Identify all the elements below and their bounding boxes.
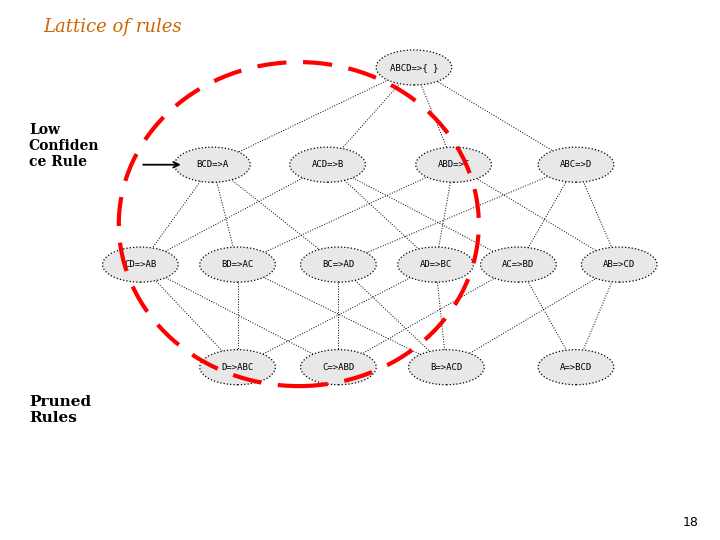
Text: AD=>BC: AD=>BC	[420, 260, 451, 269]
Ellipse shape	[376, 50, 452, 85]
Ellipse shape	[397, 247, 474, 282]
Ellipse shape	[539, 147, 613, 183]
Ellipse shape	[481, 247, 556, 282]
Ellipse shape	[289, 147, 366, 183]
Text: 18: 18	[683, 516, 698, 529]
Ellipse shape	[301, 247, 377, 282]
Ellipse shape	[103, 247, 179, 282]
Text: ABC=>D: ABC=>D	[560, 160, 592, 169]
Text: Pruned
Rules: Pruned Rules	[29, 395, 91, 426]
Text: ABD=>C: ABD=>C	[438, 160, 469, 169]
Text: BD=>AC: BD=>AC	[222, 260, 253, 269]
Text: ACD=>B: ACD=>B	[312, 160, 343, 169]
Text: ABCD=>{ }: ABCD=>{ }	[390, 63, 438, 72]
Text: BC=>AD: BC=>AD	[323, 260, 354, 269]
Text: CD=>AB: CD=>AB	[125, 260, 156, 269]
Ellipse shape	[200, 350, 276, 384]
Ellipse shape	[200, 247, 276, 282]
Text: A=>BCD: A=>BCD	[560, 363, 592, 372]
Ellipse shape	[301, 350, 377, 384]
Text: D=>ABC: D=>ABC	[222, 363, 253, 372]
Ellipse shape	[409, 350, 485, 384]
Ellipse shape	[582, 247, 657, 282]
Ellipse shape	[416, 147, 492, 183]
Text: AB=>CD: AB=>CD	[603, 260, 635, 269]
Ellipse shape	[174, 147, 251, 183]
Text: B=>ACD: B=>ACD	[431, 363, 462, 372]
Text: Lattice of rules: Lattice of rules	[43, 18, 182, 36]
Text: C=>ABD: C=>ABD	[323, 363, 354, 372]
Text: Low
Confiden
ce Rule: Low Confiden ce Rule	[29, 123, 99, 169]
Ellipse shape	[539, 350, 613, 384]
Text: BCD=>A: BCD=>A	[197, 160, 228, 169]
Text: AC=>BD: AC=>BD	[503, 260, 534, 269]
